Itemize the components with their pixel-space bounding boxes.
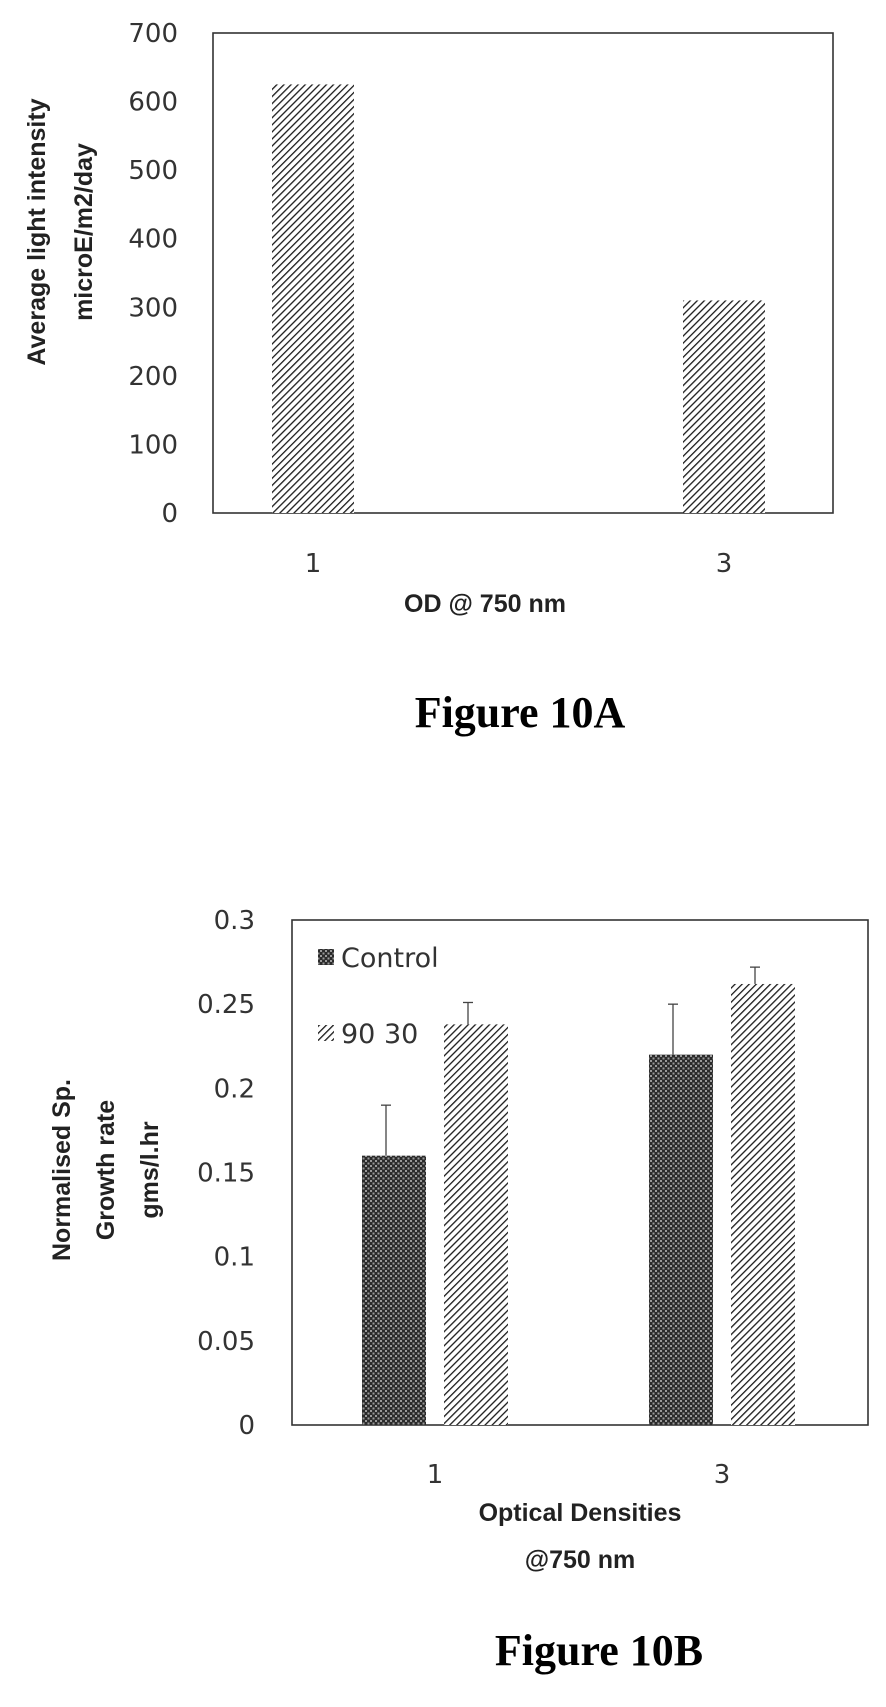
- legend-swatch-90-30: [318, 1025, 334, 1041]
- y-tick-label: 0.1: [214, 1243, 255, 1273]
- y-tick-label: 200: [128, 362, 178, 392]
- figure-10a-caption: Figure 10A: [415, 688, 626, 737]
- y-tick-label: 0.25: [197, 990, 255, 1020]
- y-tick-label: 300: [128, 293, 178, 323]
- legend-swatch-control: [318, 949, 334, 965]
- legend-label-90-30: 90 30: [341, 1019, 418, 1050]
- x-tick-label: 1: [427, 1460, 444, 1490]
- figure-10b-caption: Figure 10B: [495, 1626, 703, 1675]
- chart-10b-y-axis-label-line3: gms/l.hr: [136, 1121, 164, 1219]
- chart-10a-y-axis-label-line2: microE/m2/day: [70, 143, 98, 321]
- chart-10b-bars: [362, 983, 795, 1425]
- y-tick-label: 0.3: [214, 906, 255, 936]
- chart-10a-plot-frame: [212, 32, 834, 514]
- y-tick-label: 700: [128, 19, 178, 49]
- chart-10b-plot-frame: [291, 919, 869, 1426]
- x-tick-label: 3: [714, 1460, 731, 1490]
- y-tick-label: 0: [161, 499, 178, 529]
- chart-10b-x-axis-label-line2: @750 nm: [525, 1546, 636, 1574]
- bar-1: [272, 84, 354, 513]
- chart-10b-error-bars: [381, 966, 760, 1156]
- y-tick-label: 400: [128, 225, 178, 255]
- chart-10b-y-axis-label-line2: Growth rate: [92, 1100, 120, 1240]
- chart-10b-y-tick-labels: 0 0.05 0.1 0.15 0.2 0.25 0.3: [197, 906, 255, 1441]
- chart-10b-legend: Control 90 30: [318, 943, 439, 1050]
- y-tick-label: 0: [238, 1411, 255, 1441]
- y-tick-label: 0.05: [197, 1327, 255, 1357]
- bar-control-3: [649, 1054, 713, 1425]
- legend-label-control: Control: [341, 943, 439, 974]
- y-tick-label: 0.15: [197, 1159, 255, 1189]
- y-tick-label: 100: [128, 430, 178, 460]
- chart-10b-y-axis-label-line1: Normalised Sp.: [48, 1079, 76, 1261]
- x-tick-label: 1: [305, 549, 322, 579]
- y-tick-label: 500: [128, 156, 178, 186]
- bar-90-30-3: [731, 983, 795, 1425]
- chart-10a-y-axis-label-line1: Average light intensity: [23, 98, 51, 365]
- bar-3: [683, 300, 765, 513]
- y-tick-label: 0.2: [214, 1074, 255, 1104]
- chart-10a-bars: [272, 84, 765, 513]
- x-tick-label: 3: [716, 549, 733, 579]
- bar-90-30-1: [444, 1024, 508, 1425]
- y-tick-label: 600: [128, 88, 178, 118]
- chart-10a-x-axis-label: OD @ 750 nm: [404, 590, 566, 618]
- chart-10b-x-axis-label-line1: Optical Densities: [479, 1499, 682, 1527]
- bar-control-1: [362, 1155, 426, 1425]
- chart-10a-y-tick-labels: 0 100 200 300 400 500 600 700: [128, 19, 178, 529]
